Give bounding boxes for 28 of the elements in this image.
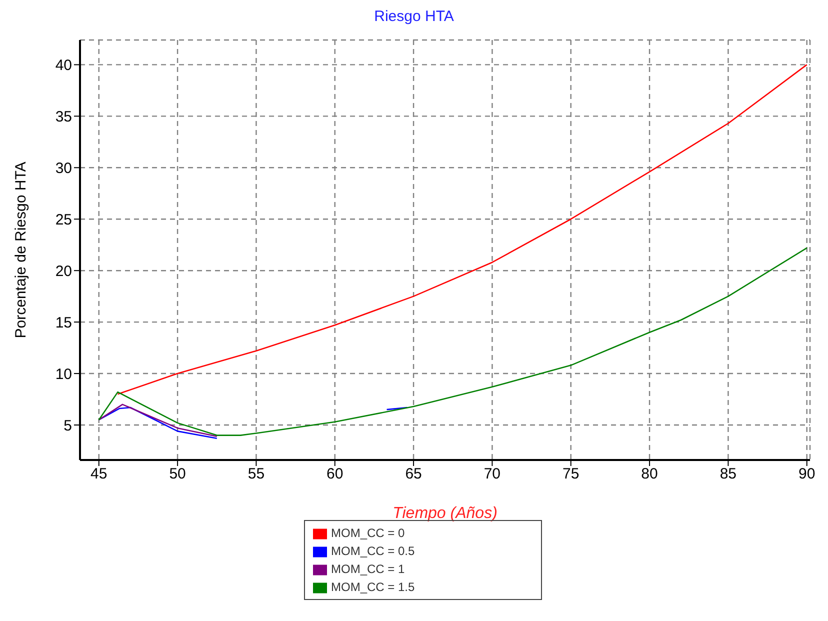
line-series [98,404,218,437]
y-tick-label: 10 [55,366,72,383]
y-tick-label: 15 [55,314,72,332]
x-tick-label: 55 [248,466,265,483]
y-tick-label: 30 [55,160,72,177]
x-tick-label: 80 [641,466,658,483]
legend-label: MOM_CC = 0 [331,526,405,540]
y-tick-label: 5 [64,417,72,434]
x-tick-label: 65 [405,466,422,483]
x-tick-label: 70 [484,466,501,483]
legend-label: MOM_CC = 1 [331,562,405,576]
x-axis-title: Tiempo (Años) [392,505,498,522]
line-series [117,64,808,395]
y-tick-label: 25 [55,211,72,228]
y-axis-title: Porcentaje de Riesgo HTA [12,162,30,338]
chart-title: Riesgo HTA [373,8,455,27]
x-tick-label: 90 [798,466,816,483]
x-tick-label: 75 [562,466,580,483]
x-tick-label: 85 [720,466,737,483]
y-tick-label: 35 [55,108,72,126]
x-tick-label: 60 [326,466,344,483]
x-tick-label: 50 [169,466,186,483]
line-series [98,247,808,436]
legend-label: MOM_CC = 0.5 [331,544,415,558]
y-tick-label: 20 [55,262,72,280]
x-tick-label: 45 [90,466,108,483]
legend-label: MOM_CC = 1.5 [331,580,415,594]
y-tick-label: 40 [55,57,72,74]
